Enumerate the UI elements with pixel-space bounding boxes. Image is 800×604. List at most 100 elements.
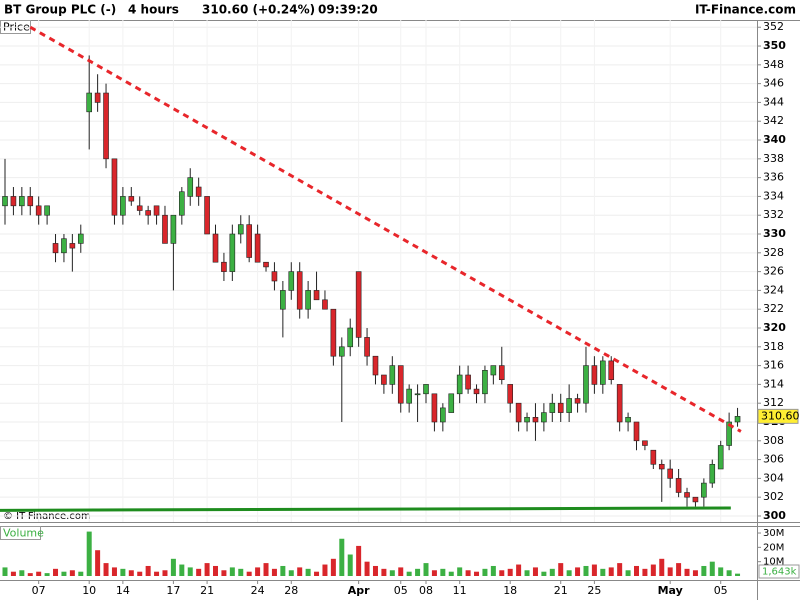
y-tick-label: 306: [763, 453, 784, 466]
candle-body: [616, 384, 623, 423]
candle-body: [625, 416, 631, 423]
last-price-tag: [757, 408, 799, 424]
candle-body: [271, 271, 278, 282]
volume-bar: [406, 571, 412, 576]
y-tick-label: 318: [763, 340, 784, 353]
candle-body: [254, 233, 261, 263]
x-tick-label: 17: [166, 584, 180, 597]
volume-bar: [364, 561, 370, 576]
volume-bar: [398, 567, 404, 576]
candle-body: [128, 196, 135, 202]
volume-bar: [676, 563, 682, 576]
volume-bar: [608, 567, 614, 576]
y-tick-label: 338: [763, 152, 784, 165]
volume-bar: [583, 565, 589, 576]
candle-body: [187, 177, 194, 197]
volume-bar: [549, 568, 555, 576]
volume-tick-label: 30M: [763, 528, 784, 539]
y-tick-label: 350: [763, 39, 786, 52]
candle-body: [94, 92, 101, 103]
volume-bar: [10, 571, 16, 576]
candle-body: [532, 416, 539, 423]
volume-bar: [330, 558, 336, 576]
candle-body: [296, 271, 303, 310]
volume-bar: [625, 570, 631, 576]
candle-body: [246, 224, 252, 258]
x-tick-label: 05: [394, 584, 408, 597]
candle-body: [136, 205, 143, 211]
candle-body: [162, 214, 168, 244]
candle-body: [111, 158, 118, 216]
candle-body: [179, 191, 185, 216]
candle-body: [717, 445, 724, 470]
candle-body: [86, 92, 92, 113]
volume-bar: [448, 571, 454, 576]
volume-bar: [566, 570, 572, 576]
candle-body: [667, 468, 673, 479]
candle-body: [650, 449, 657, 465]
source: IT-Finance.com: [695, 3, 796, 17]
volume-bar: [271, 568, 277, 576]
candle-body: [355, 271, 362, 338]
candle-body: [372, 355, 379, 376]
candle-body: [675, 478, 682, 493]
volume-bar: [558, 563, 564, 576]
x-tick-label: 05: [714, 584, 728, 597]
time: 09:39:20: [318, 3, 378, 17]
candle-body: [145, 210, 151, 216]
candle-body: [52, 243, 59, 254]
candle-body: [330, 308, 337, 357]
candle-body: [381, 374, 387, 385]
candle-body: [364, 337, 370, 357]
x-tick-label: 18: [503, 584, 517, 597]
candle-body: [263, 261, 269, 268]
volume-bar: [642, 568, 648, 576]
candle-body: [19, 196, 25, 207]
candle-body: [69, 243, 76, 249]
candle-body: [642, 440, 648, 446]
candle-body: [507, 384, 514, 404]
candle-body: [591, 365, 598, 385]
y-tick-label: 324: [763, 283, 784, 296]
copyright: © IT-Finance.com: [3, 511, 91, 522]
candle-body: [515, 402, 522, 423]
x-tick-label: 10: [82, 584, 96, 597]
volume-bar: [650, 564, 656, 576]
volume-bar: [36, 571, 42, 576]
x-tick-label: May: [658, 584, 683, 597]
x-tick-label: 25: [587, 584, 601, 597]
y-tick-label: 330: [763, 227, 786, 240]
volume-bar: [196, 568, 202, 576]
volume-bar: [314, 571, 320, 576]
volume-bar: [53, 568, 59, 576]
x-tick-label: 11: [453, 584, 467, 597]
volume-tick-label: 20M: [763, 542, 784, 553]
candle-body: [490, 365, 497, 376]
candle-body: [549, 402, 556, 413]
candle-body: [406, 388, 412, 404]
candle-body: [524, 416, 530, 423]
candle-body: [574, 398, 581, 404]
candle-body: [541, 412, 547, 423]
volume-label: Volume: [3, 527, 44, 540]
y-tick-label: 342: [763, 114, 784, 127]
candle-body: [229, 233, 236, 272]
volume-bar: [499, 570, 505, 576]
y-tick-label: 348: [763, 58, 784, 71]
volume-label-box: [0, 526, 41, 540]
volume-bar: [213, 565, 218, 576]
y-tick-label: 332: [763, 208, 784, 221]
y-tick-label: 312: [763, 396, 784, 409]
candle-body: [482, 370, 488, 395]
volume-bar: [128, 570, 134, 576]
candle-body: [120, 196, 126, 216]
volume-bar: [524, 570, 530, 576]
trendline: [29, 25, 742, 433]
volume-bar: [187, 567, 193, 576]
volume-bar: [591, 564, 597, 576]
volume-bar: [162, 570, 168, 576]
candle-body: [221, 261, 227, 272]
volume-bar: [288, 570, 294, 576]
